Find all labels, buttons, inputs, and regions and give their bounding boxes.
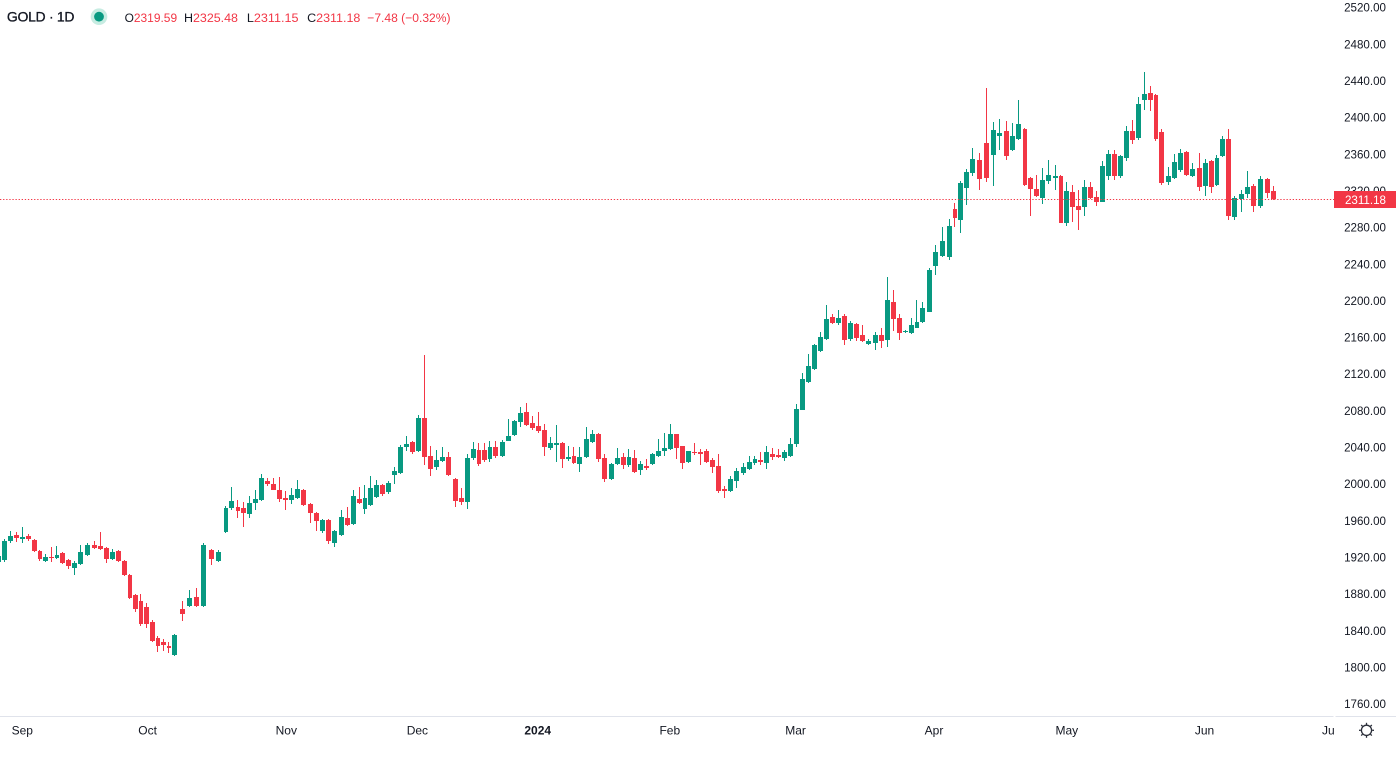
svg-text:2400.00: 2400.00 (1344, 112, 1386, 125)
svg-text:GOLD · 1D: GOLD · 1D (7, 8, 75, 24)
svg-text:Ju: Ju (1322, 723, 1335, 737)
svg-text:Mar: Mar (785, 723, 806, 737)
svg-text:2120.00: 2120.00 (1344, 368, 1386, 381)
svg-text:2160.00: 2160.00 (1344, 332, 1386, 345)
svg-text:Apr: Apr (925, 723, 944, 737)
svg-text:H2325.48: H2325.48 (184, 11, 238, 25)
svg-text:Feb: Feb (659, 723, 680, 737)
svg-text:2480.00: 2480.00 (1344, 38, 1386, 51)
svg-text:Dec: Dec (407, 723, 428, 737)
svg-text:2240.00: 2240.00 (1344, 258, 1386, 271)
svg-text:2360.00: 2360.00 (1344, 148, 1386, 161)
svg-text:L2311.15: L2311.15 (247, 11, 299, 25)
svg-text:1760.00: 1760.00 (1344, 698, 1386, 711)
svg-text:Sep: Sep (12, 723, 34, 737)
svg-text:−7.48 (−0.32%): −7.48 (−0.32%) (367, 11, 450, 25)
svg-text:2080.00: 2080.00 (1344, 405, 1386, 418)
svg-text:2024: 2024 (524, 723, 551, 737)
svg-text:2440.00: 2440.00 (1344, 75, 1386, 88)
svg-text:2000.00: 2000.00 (1344, 478, 1386, 491)
svg-text:1920.00: 1920.00 (1344, 552, 1386, 565)
svg-text:1960.00: 1960.00 (1344, 515, 1386, 528)
svg-text:Nov: Nov (276, 723, 297, 737)
svg-text:2040.00: 2040.00 (1344, 442, 1386, 455)
svg-text:May: May (1055, 723, 1078, 737)
svg-text:2311.18: 2311.18 (1345, 194, 1386, 207)
svg-text:1840.00: 1840.00 (1344, 625, 1386, 638)
svg-text:1880.00: 1880.00 (1344, 588, 1386, 601)
svg-text:C2311.18: C2311.18 (307, 11, 360, 25)
svg-text:Jun: Jun (1195, 723, 1214, 737)
svg-text:2200.00: 2200.00 (1344, 295, 1386, 308)
svg-text:Oct: Oct (138, 723, 157, 737)
svg-text:O2319.59: O2319.59 (125, 11, 178, 25)
svg-text:2280.00: 2280.00 (1344, 222, 1386, 235)
svg-text:2520.00: 2520.00 (1344, 2, 1386, 15)
svg-text:1800.00: 1800.00 (1344, 661, 1386, 674)
